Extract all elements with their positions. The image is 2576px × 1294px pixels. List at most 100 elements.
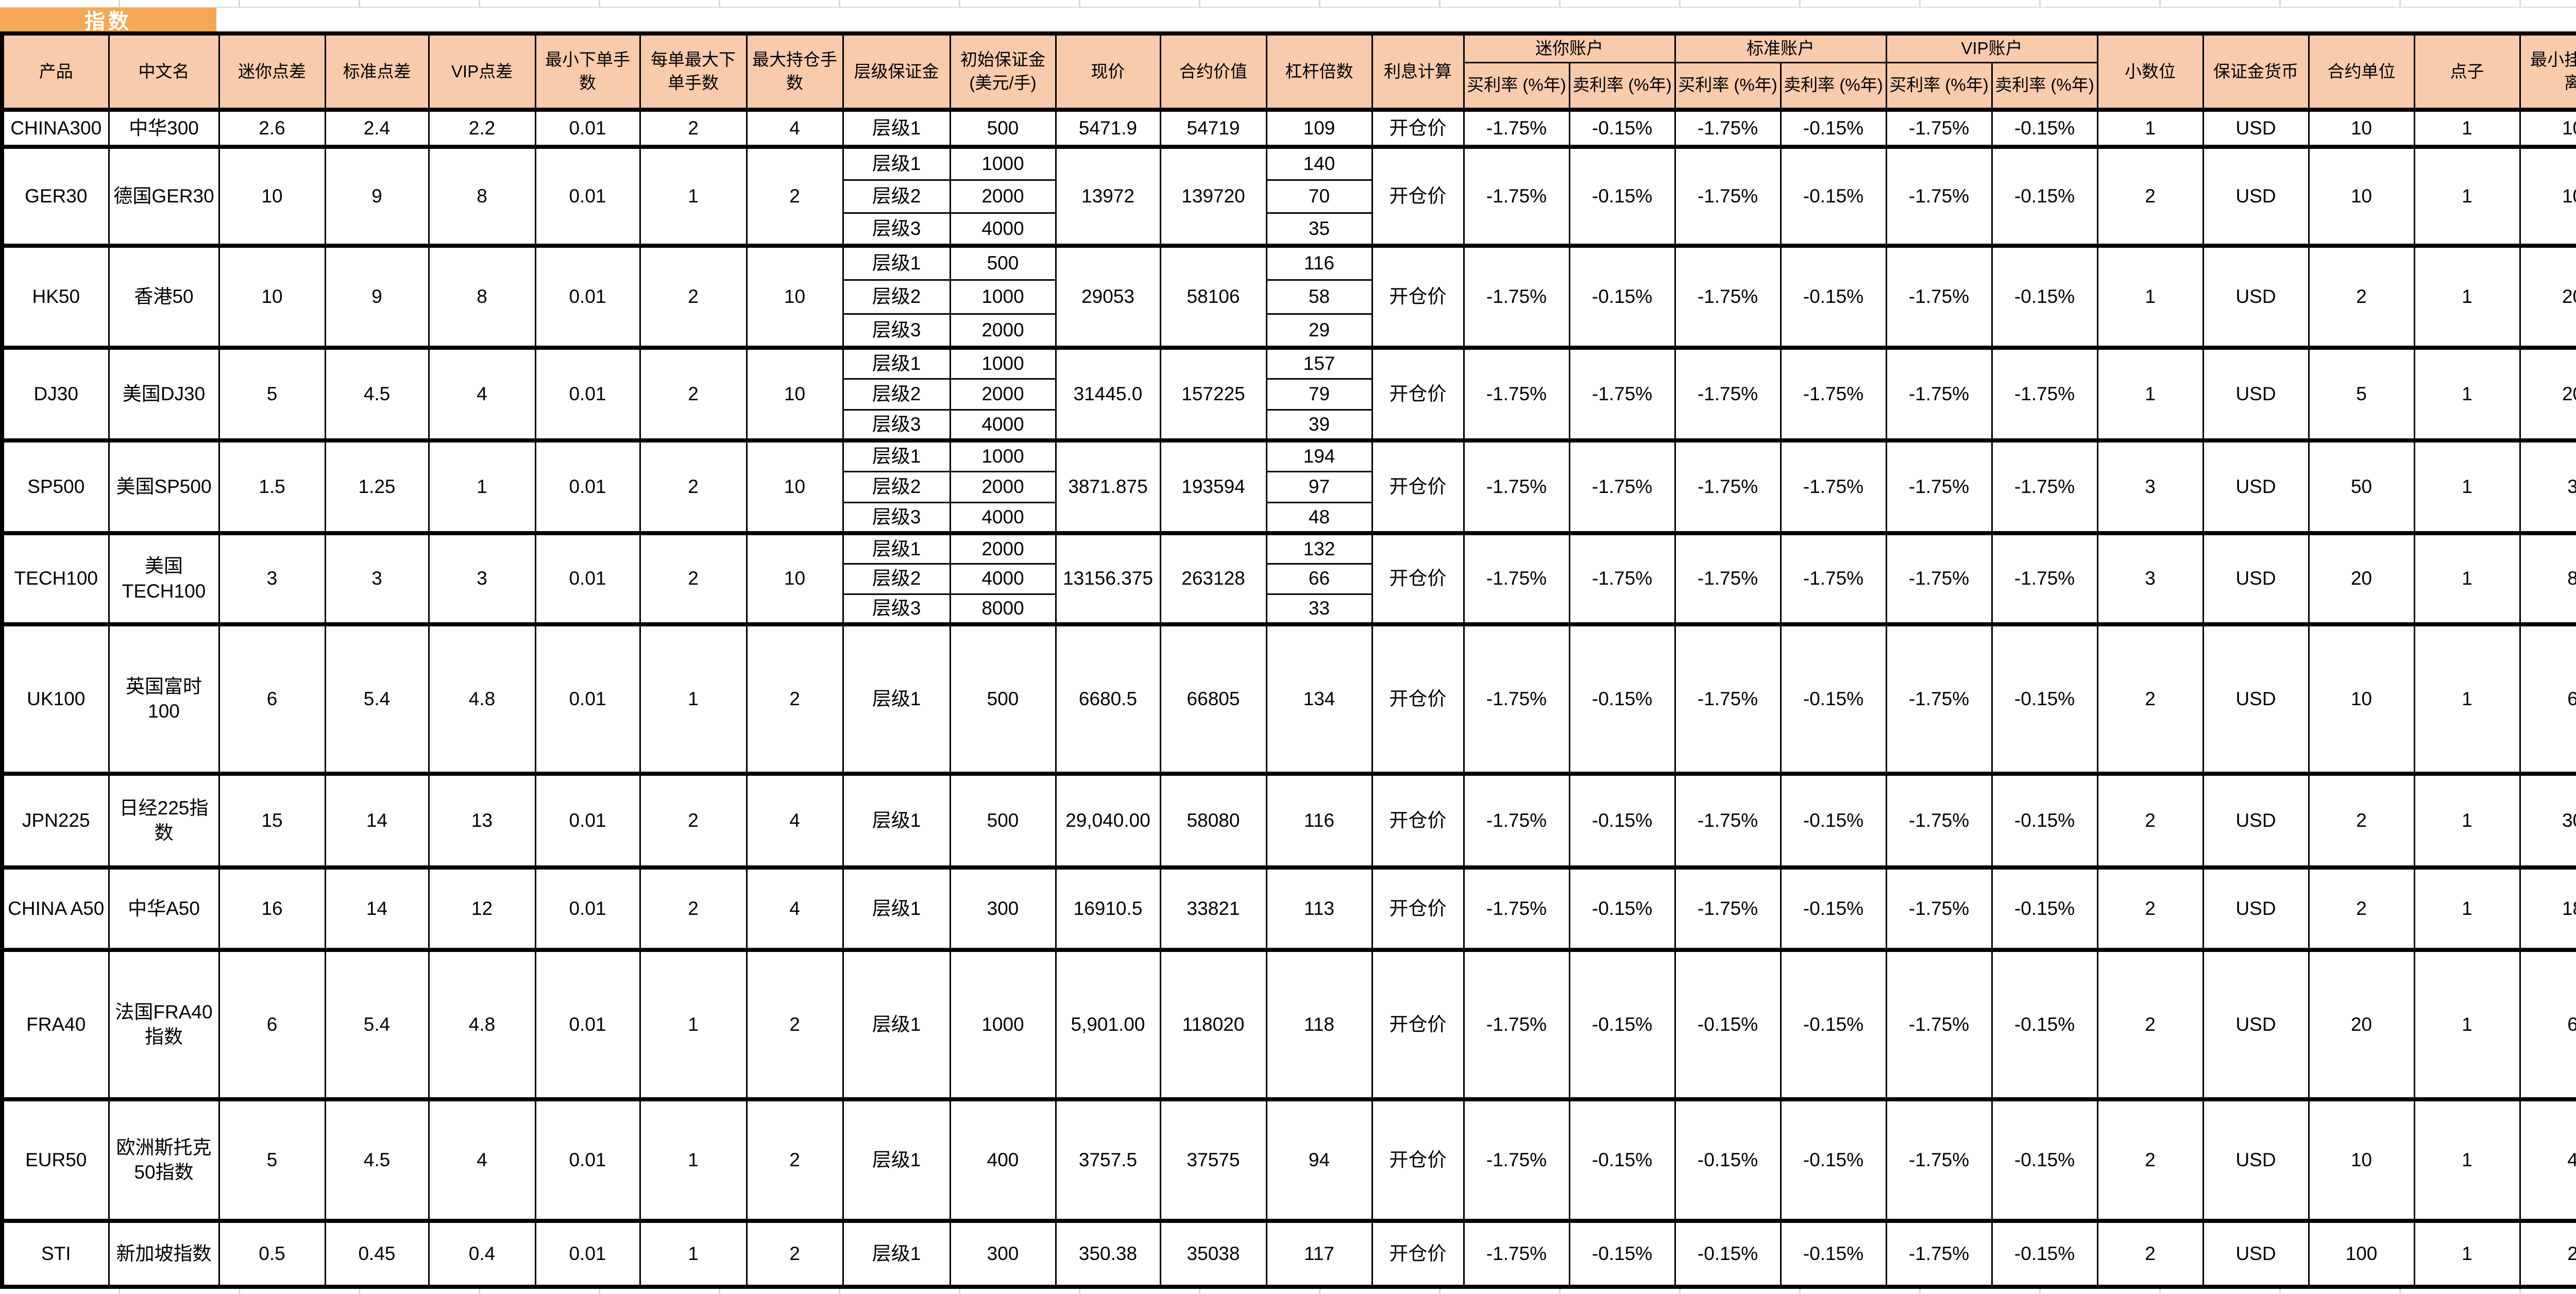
cell-leverage[interactable]: 140 [1265, 145, 1373, 181]
cell-price[interactable]: 6680.5 [1055, 622, 1161, 775]
cell-mini-buy-rate[interactable]: -1.75% [1463, 948, 1570, 1100]
cell-min-order-lots[interactable]: 0.01 [534, 1097, 641, 1222]
cell-product[interactable]: CHINA A50 [1, 865, 110, 951]
cell-price[interactable]: 5471.9 [1055, 108, 1161, 148]
cell-decimals[interactable]: 2 [2096, 865, 2204, 951]
cell-tier-level[interactable]: 层级1 [842, 244, 951, 281]
cell-price[interactable]: 31445.0 [1055, 346, 1161, 441]
cell-tier-margin[interactable]: 8000 [949, 593, 1057, 625]
cell-max-position-lots[interactable]: 4 [745, 865, 844, 951]
cell-interest-calc[interactable]: 开仓价 [1371, 531, 1465, 625]
cell-contract-unit[interactable]: 5 [2308, 346, 2415, 441]
cell-interest-calc[interactable]: 开仓价 [1371, 622, 1465, 775]
cell-vip-buy-rate[interactable]: -1.75% [1885, 108, 1993, 148]
cell-vip-sell-rate[interactable]: -0.15% [1991, 145, 2098, 247]
cell-tier-level[interactable]: 层级2 [842, 378, 951, 411]
cell-contract-value[interactable]: 139720 [1159, 145, 1267, 247]
cell-contract-value[interactable]: 66805 [1159, 622, 1267, 775]
cell-points[interactable]: 1 [2413, 622, 2521, 775]
cell-interest-calc[interactable]: 开仓价 [1371, 865, 1465, 951]
cell-vip-sell-rate[interactable]: -1.75% [1991, 438, 2098, 534]
header-vip-sell-rate[interactable]: 卖利率 (%年) [1991, 61, 2098, 111]
cell-contract-unit[interactable]: 100 [2308, 1219, 2415, 1288]
cell-mini-sell-rate[interactable]: -0.15% [1568, 1097, 1676, 1222]
cell-tier-level[interactable]: 层级3 [842, 313, 951, 349]
cell-points[interactable]: 1 [2413, 438, 2521, 534]
cell-tier-level[interactable]: 层级3 [842, 593, 951, 625]
cell-min-order-lots[interactable]: 0.01 [534, 346, 641, 441]
cell-mini-spread[interactable]: 10 [218, 145, 326, 247]
cell-max-order-lots[interactable]: 2 [639, 772, 748, 869]
cell-vip-spread[interactable]: 2.2 [428, 108, 536, 148]
cell-vip-sell-rate[interactable]: -0.15% [1991, 244, 2098, 349]
cell-mini-buy-rate[interactable]: -1.75% [1463, 244, 1570, 349]
cell-mini-sell-rate[interactable]: -0.15% [1568, 108, 1676, 148]
cell-standard-spread[interactable]: 14 [324, 865, 430, 951]
cell-vip-spread[interactable]: 12 [428, 865, 536, 951]
cell-standard-spread[interactable]: 1.25 [324, 438, 430, 534]
header-chinese-name[interactable]: 中文名 [108, 32, 220, 111]
cell-margin-currency[interactable]: USD [2202, 1219, 2310, 1288]
cell-mini-buy-rate[interactable]: -1.75% [1463, 438, 1570, 534]
cell-max-order-lots[interactable]: 1 [639, 1219, 748, 1288]
cell-max-position-lots[interactable]: 4 [745, 108, 844, 148]
cell-tier-level[interactable]: 层级3 [842, 501, 951, 534]
cell-vip-buy-rate[interactable]: -1.75% [1885, 145, 1993, 247]
cell-max-position-lots[interactable]: 2 [745, 1097, 844, 1222]
cell-tier-level[interactable]: 层级1 [842, 948, 951, 1100]
cell-standard-buy-rate[interactable]: -1.75% [1674, 531, 1782, 625]
cell-min-order-lots[interactable]: 0.01 [534, 865, 641, 951]
cell-chinese-name[interactable]: 中华A50 [108, 865, 220, 951]
cell-tier-margin[interactable]: 1000 [949, 438, 1057, 472]
cell-leverage[interactable]: 134 [1265, 622, 1373, 775]
cell-max-position-lots[interactable]: 10 [745, 531, 844, 625]
cell-product[interactable]: JPN225 [1, 772, 110, 869]
cell-max-position-lots[interactable]: 4 [745, 772, 844, 869]
cell-decimals[interactable]: 3 [2096, 531, 2204, 625]
header-vip-spread[interactable]: VIP点差 [428, 32, 536, 111]
cell-standard-spread[interactable]: 5.4 [324, 622, 430, 775]
header-tier-margin[interactable]: 层级保证金 [842, 32, 951, 111]
cell-min-pending-distance[interactable]: 10 [2519, 145, 2576, 247]
cell-standard-buy-rate[interactable]: -1.75% [1674, 438, 1782, 534]
cell-tier-level[interactable]: 层级1 [842, 346, 951, 380]
cell-contract-value[interactable]: 54719 [1159, 108, 1267, 148]
cell-leverage[interactable]: 116 [1265, 772, 1373, 869]
cell-vip-spread[interactable]: 8 [428, 244, 536, 349]
cell-price[interactable]: 5,901.00 [1055, 948, 1161, 1100]
cell-product[interactable]: SP500 [1, 438, 110, 534]
cell-mini-sell-rate[interactable]: -0.15% [1568, 865, 1676, 951]
cell-tier-level[interactable]: 层级1 [842, 772, 951, 869]
cell-price[interactable]: 13972 [1055, 145, 1161, 247]
cell-vip-spread[interactable]: 4 [428, 1097, 536, 1222]
cell-min-pending-distance[interactable]: 30 [2519, 772, 2576, 869]
cell-max-order-lots[interactable]: 2 [639, 346, 748, 441]
cell-tier-margin[interactable]: 2000 [949, 378, 1057, 411]
cell-tier-level[interactable]: 层级2 [842, 279, 951, 315]
cell-vip-sell-rate[interactable]: -1.75% [1991, 346, 2098, 441]
cell-mini-spread[interactable]: 6 [218, 948, 326, 1100]
cell-max-position-lots[interactable]: 10 [745, 346, 844, 441]
cell-standard-spread[interactable]: 5.4 [324, 948, 430, 1100]
cell-leverage[interactable]: 132 [1265, 531, 1373, 565]
cell-standard-spread[interactable]: 0.45 [324, 1219, 430, 1288]
cell-mini-spread[interactable]: 16 [218, 865, 326, 951]
cell-mini-sell-rate[interactable]: -1.75% [1568, 438, 1676, 534]
cell-vip-sell-rate[interactable]: -0.15% [1991, 622, 2098, 775]
cell-decimals[interactable]: 1 [2096, 346, 2204, 441]
cell-max-order-lots[interactable]: 1 [639, 948, 748, 1100]
cell-interest-calc[interactable]: 开仓价 [1371, 244, 1465, 349]
cell-decimals[interactable]: 2 [2096, 772, 2204, 869]
cell-min-pending-distance[interactable]: 2 [2519, 1219, 2576, 1288]
cell-standard-buy-rate[interactable]: -0.15% [1674, 1097, 1782, 1222]
cell-min-order-lots[interactable]: 0.01 [534, 1219, 641, 1288]
cell-min-pending-distance[interactable]: 3 [2519, 438, 2576, 534]
cell-standard-buy-rate[interactable]: -1.75% [1674, 244, 1782, 349]
cell-chinese-name[interactable]: 日经225指数 [108, 772, 220, 869]
cell-leverage[interactable]: 39 [1265, 408, 1373, 441]
cell-contract-value[interactable]: 33821 [1159, 865, 1267, 951]
cell-vip-buy-rate[interactable]: -1.75% [1885, 531, 1993, 625]
cell-contract-unit[interactable]: 10 [2308, 622, 2415, 775]
cell-min-pending-distance[interactable]: 20 [2519, 346, 2576, 441]
cell-product[interactable]: EUR50 [1, 1097, 110, 1222]
